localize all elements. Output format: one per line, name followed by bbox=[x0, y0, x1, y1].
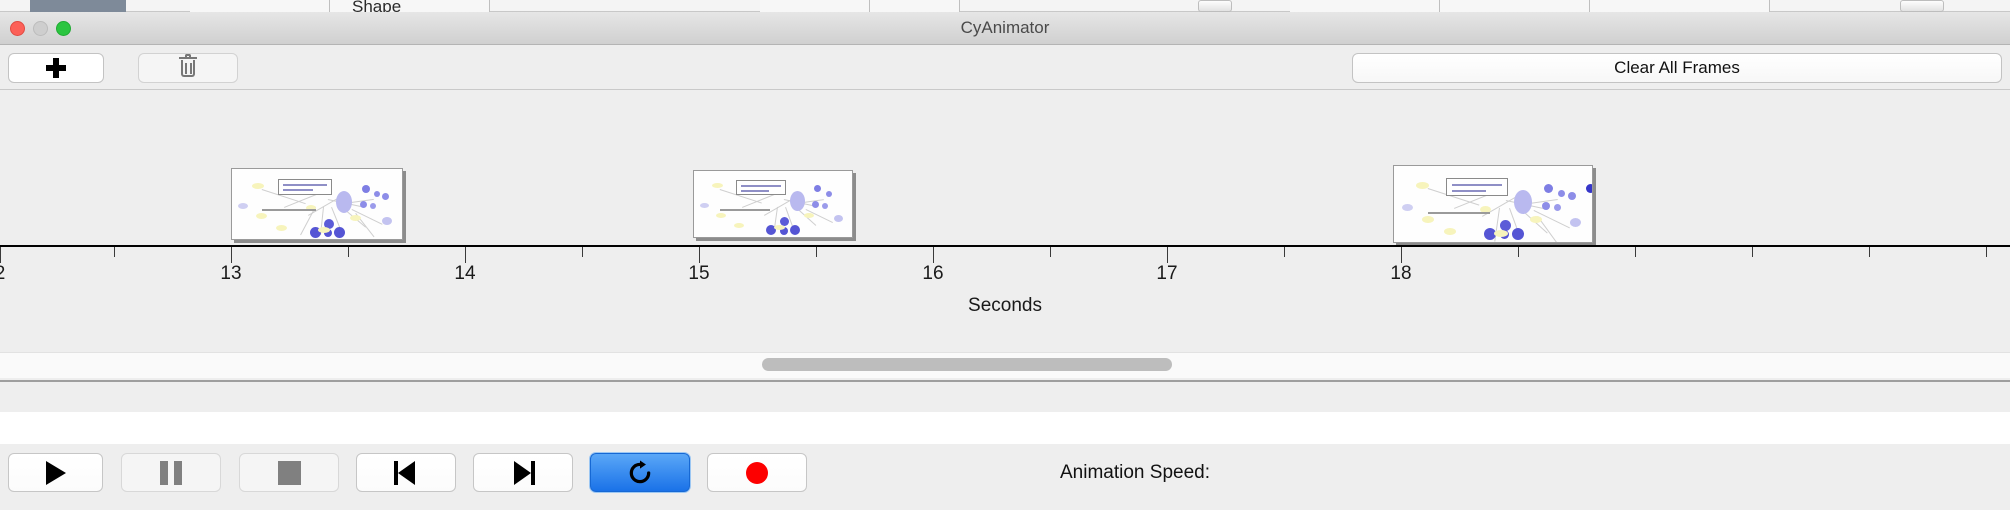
panel-divider bbox=[0, 380, 2010, 382]
play-icon bbox=[45, 460, 66, 485]
ruler-tick-label: 14 bbox=[454, 263, 476, 284]
network-thumbnail bbox=[232, 169, 402, 239]
bg-segment bbox=[760, 0, 870, 12]
frame-thumbnail[interactable] bbox=[231, 168, 403, 240]
window-title: CyAnimator bbox=[960, 18, 1050, 37]
window-controls bbox=[10, 12, 71, 45]
ruler-minor-tick bbox=[1050, 247, 1051, 257]
record-icon bbox=[746, 461, 768, 484]
skip-backward-icon bbox=[394, 460, 418, 485]
bg-dark-tab bbox=[30, 0, 126, 12]
bg-arrow-box bbox=[1198, 0, 1232, 12]
network-thumbnail bbox=[1394, 166, 1592, 242]
bg-segment bbox=[870, 0, 960, 12]
ruler-tick-label: 2 bbox=[0, 263, 5, 285]
minimize-button-icon[interactable] bbox=[33, 21, 48, 36]
ruler-tick-label: 15 bbox=[688, 263, 710, 284]
thumbnail-tooltip bbox=[278, 179, 332, 195]
loop-button[interactable] bbox=[590, 453, 690, 492]
bg-segment bbox=[1590, 0, 1770, 12]
ruler-minor-tick bbox=[1986, 247, 1987, 257]
animation-speed-label: Animation Speed: bbox=[1060, 462, 1210, 483]
frame-thumbnail[interactable] bbox=[693, 170, 853, 238]
bg-segment bbox=[1290, 0, 1440, 12]
ruler-major-tick bbox=[0, 247, 1, 263]
toolbar: Clear All Frames bbox=[0, 45, 2010, 90]
ruler-minor-tick bbox=[1518, 247, 1519, 257]
ruler-major-tick bbox=[699, 247, 700, 263]
title-bar: CyAnimator bbox=[0, 12, 2010, 45]
plus-icon bbox=[46, 58, 66, 78]
playback-controls-bar: Animation Speed: bbox=[0, 444, 2010, 510]
pause-icon bbox=[160, 460, 182, 485]
bg-segment bbox=[190, 0, 330, 12]
trash-icon bbox=[179, 54, 197, 79]
zoom-button-icon[interactable] bbox=[56, 21, 71, 36]
play-button[interactable] bbox=[8, 453, 103, 492]
ruler-tick-label: 16 bbox=[922, 263, 944, 284]
bg-arrow-box bbox=[1900, 0, 1944, 12]
thumbnail-tooltip bbox=[1446, 178, 1508, 196]
ruler-minor-tick bbox=[1752, 247, 1753, 257]
ruler-minor-tick bbox=[1635, 247, 1636, 257]
ruler-minor-tick bbox=[1869, 247, 1870, 257]
ruler-major-tick bbox=[1401, 247, 1402, 263]
timeline-ruler[interactable]: 2 13 14 15 16 17 18 bbox=[0, 245, 2010, 305]
ruler-tick-label: 18 bbox=[1390, 263, 1412, 284]
pause-button[interactable] bbox=[121, 453, 221, 492]
timeline-scrollbar-thumb[interactable] bbox=[762, 358, 1172, 371]
ruler-major-tick bbox=[1167, 247, 1168, 263]
timeline-panel[interactable]: 2 13 14 15 16 17 18 Seconds bbox=[0, 90, 2010, 412]
thumbnail-tooltip bbox=[736, 180, 786, 195]
bg-segment bbox=[330, 0, 490, 12]
axis-title-seconds: Seconds bbox=[968, 295, 1042, 316]
add-frame-button[interactable] bbox=[8, 53, 104, 83]
network-thumbnail bbox=[694, 171, 852, 237]
ruler-major-tick bbox=[933, 247, 934, 263]
ruler-baseline bbox=[0, 245, 2010, 247]
ruler-minor-tick bbox=[114, 247, 115, 257]
ruler-minor-tick bbox=[816, 247, 817, 257]
ruler-tick-label: 17 bbox=[1156, 263, 1178, 284]
frame-thumbnail[interactable] bbox=[1393, 165, 1593, 243]
close-button-icon[interactable] bbox=[10, 21, 25, 36]
ruler-minor-tick bbox=[348, 247, 349, 257]
clear-all-frames-button[interactable]: Clear All Frames bbox=[1352, 53, 2002, 83]
clear-all-frames-label: Clear All Frames bbox=[1614, 58, 1740, 77]
ruler-minor-tick bbox=[1284, 247, 1285, 257]
ruler-major-tick bbox=[231, 247, 232, 263]
stop-button[interactable] bbox=[239, 453, 339, 492]
delete-frame-button[interactable] bbox=[138, 53, 238, 83]
ruler-tick-label: 13 bbox=[220, 263, 242, 284]
ruler-minor-tick bbox=[582, 247, 583, 257]
skip-to-end-button[interactable] bbox=[473, 453, 573, 492]
ruler-major-tick bbox=[465, 247, 466, 263]
record-button[interactable] bbox=[707, 453, 807, 492]
background-window-strip: Shape bbox=[0, 0, 2010, 16]
stop-icon bbox=[277, 460, 301, 485]
bg-segment bbox=[1440, 0, 1590, 12]
frames-area[interactable] bbox=[0, 90, 2010, 250]
skip-to-start-button[interactable] bbox=[356, 453, 456, 492]
skip-forward-icon bbox=[511, 460, 535, 485]
loop-icon bbox=[629, 460, 651, 483]
